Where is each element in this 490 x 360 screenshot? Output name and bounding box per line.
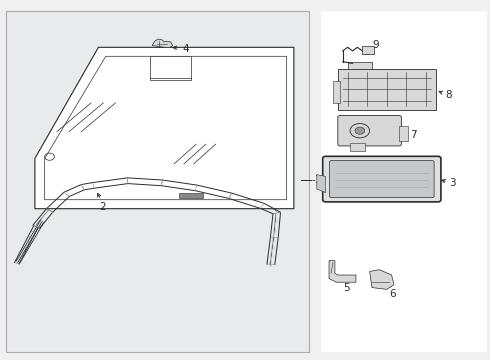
Polygon shape	[150, 56, 191, 80]
Polygon shape	[329, 261, 356, 282]
FancyBboxPatch shape	[338, 116, 401, 146]
Text: 4: 4	[182, 44, 189, 54]
Bar	[321, 12, 487, 352]
Text: -1: -1	[312, 175, 322, 185]
Bar	[347, 62, 372, 69]
FancyBboxPatch shape	[323, 156, 441, 202]
Polygon shape	[35, 47, 294, 209]
Bar	[179, 193, 203, 198]
FancyBboxPatch shape	[5, 12, 309, 352]
Bar	[362, 45, 374, 54]
Text: 6: 6	[389, 289, 396, 299]
Text: 3: 3	[449, 178, 455, 188]
Bar	[399, 126, 408, 140]
Bar	[350, 143, 365, 151]
Bar	[333, 81, 340, 103]
Circle shape	[355, 127, 365, 134]
FancyBboxPatch shape	[330, 161, 434, 198]
Polygon shape	[369, 270, 394, 289]
Text: 8: 8	[445, 90, 452, 100]
Polygon shape	[152, 39, 172, 48]
Text: 9: 9	[372, 40, 379, 50]
Text: 2: 2	[99, 202, 106, 212]
Text: 7: 7	[410, 130, 416, 140]
Text: 5: 5	[343, 283, 350, 293]
Bar	[338, 69, 436, 110]
Polygon shape	[317, 175, 326, 193]
